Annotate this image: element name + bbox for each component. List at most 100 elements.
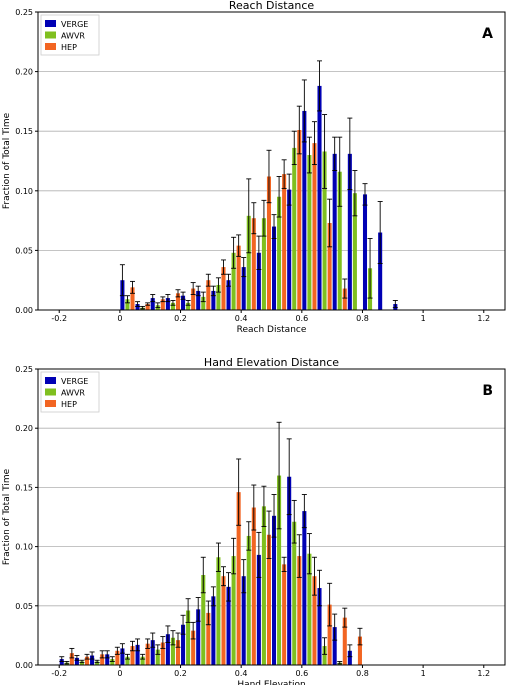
bar [145, 304, 150, 310]
panel-letter: A [482, 26, 493, 42]
bar [140, 656, 145, 665]
bar [282, 174, 287, 310]
x-tick-label: 0 [117, 669, 122, 678]
bar [347, 153, 352, 310]
bar [272, 515, 277, 665]
bar [277, 475, 282, 665]
series-awvr [124, 114, 373, 310]
bar [120, 648, 125, 665]
bar [236, 492, 241, 665]
bar [69, 653, 74, 665]
bar [216, 557, 221, 665]
bar [322, 151, 327, 310]
y-tick-label: 0.05 [15, 246, 33, 255]
bar [251, 218, 256, 310]
y-axis-label: Fraction of Total Time [2, 112, 12, 209]
x-tick-label: 1 [421, 314, 426, 323]
bar [135, 304, 140, 310]
bar [160, 299, 165, 310]
chart-title: Reach Distance [229, 0, 315, 12]
bar [302, 110, 307, 310]
bar [170, 302, 175, 310]
legend-label: VERGE [61, 20, 88, 29]
bar [105, 654, 110, 665]
bar [115, 650, 120, 665]
bar [272, 226, 277, 310]
bar [322, 646, 327, 665]
legend-label: HEP [61, 43, 77, 52]
legend-swatch [45, 43, 56, 50]
bar [191, 630, 196, 665]
bar [231, 252, 236, 310]
bar [312, 576, 317, 665]
bar [241, 267, 246, 310]
bar [312, 143, 317, 310]
bar [297, 556, 302, 665]
legend-swatch [45, 20, 56, 27]
y-tick-label: 0.00 [15, 661, 33, 670]
bar [327, 222, 332, 310]
x-tick-label: 0.4 [235, 669, 248, 678]
legend-swatch [45, 400, 56, 407]
bar [251, 507, 256, 665]
x-tick-label: 0.4 [235, 314, 248, 323]
y-tick-label: 0.25 [15, 8, 33, 17]
bar [332, 153, 337, 310]
bar [226, 280, 231, 310]
legend-label: AWVR [61, 32, 85, 41]
chart-panel-b: 0.00 0.05 0.10 0.15 0.20 0.25 -0.2 0 0.2 0.4 0.6 0.… [2, 356, 506, 689]
bar [342, 617, 347, 665]
y-tick-label: 0.20 [15, 68, 33, 77]
bar [378, 232, 383, 310]
x-tick-label: 0.6 [295, 669, 308, 678]
bar [221, 576, 226, 665]
bar [282, 564, 287, 665]
bar [241, 576, 246, 665]
bar [256, 554, 261, 665]
bar [297, 130, 302, 310]
series-hep [69, 458, 363, 665]
x-tick-label: 0.8 [356, 669, 369, 678]
bar [211, 290, 216, 310]
x-tick-label: -0.2 [51, 314, 67, 323]
bar [186, 610, 191, 665]
bar [302, 511, 307, 665]
bar [100, 654, 105, 665]
y-tick-label: 0.05 [15, 602, 33, 611]
bar [170, 637, 175, 665]
series-verge [59, 438, 353, 665]
bar [352, 193, 357, 310]
legend-label: AWVR [61, 389, 85, 398]
legend-swatch [45, 31, 56, 39]
bar [175, 640, 181, 665]
x-tick-label: 1.2 [477, 669, 490, 678]
bar [175, 293, 181, 310]
bar [181, 624, 186, 665]
y-tick-label: 0.25 [15, 365, 33, 374]
bar [292, 147, 297, 310]
bar [216, 284, 221, 310]
bar [261, 506, 266, 665]
series-hep [130, 105, 348, 310]
bar [317, 85, 322, 311]
bar [150, 298, 155, 310]
bar [79, 661, 84, 665]
axes-frame [37, 368, 506, 666]
bar [206, 612, 211, 665]
y-tick-label: 0.15 [15, 483, 33, 492]
bar [256, 252, 261, 310]
bar [145, 643, 150, 665]
legend-swatch [45, 377, 56, 384]
bar [59, 659, 64, 665]
bar [292, 521, 297, 665]
bar [206, 280, 211, 310]
bar [357, 636, 362, 665]
x-tick-label: 0.2 [174, 314, 187, 323]
bar [327, 604, 332, 665]
y-tick-label: 0.15 [15, 127, 33, 136]
x-tick-label: 0.2 [174, 669, 187, 678]
legend-label: VERGE [61, 377, 88, 386]
bar [221, 267, 226, 310]
bar [347, 650, 352, 665]
